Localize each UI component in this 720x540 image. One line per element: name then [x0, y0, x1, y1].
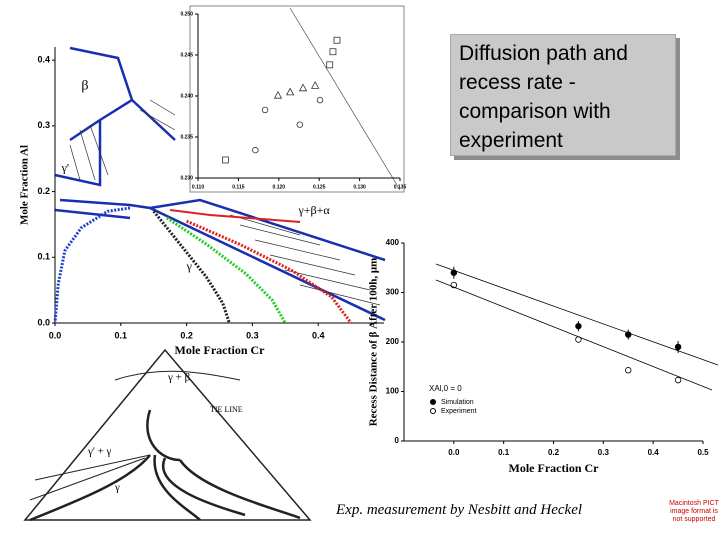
x-tick-label: 0.1 — [115, 330, 128, 340]
y-tick-label: 0.235 — [180, 134, 193, 140]
x-tick-label: 0.4 — [312, 330, 325, 340]
y-tick-label: 0.3 — [37, 120, 50, 130]
ternary-label: γ' + γ — [87, 446, 112, 458]
annotation: γ — [186, 259, 193, 273]
point — [310, 80, 320, 89]
point — [273, 90, 283, 99]
point — [674, 376, 682, 384]
trend-line — [435, 263, 719, 366]
annotation: γ+β+α — [297, 203, 330, 217]
ternary-label: γ + β — [167, 372, 191, 384]
point — [261, 106, 269, 114]
x-tick-label: 0.5 — [697, 448, 709, 457]
y-tick-label: 200 — [386, 337, 400, 346]
y-tick-label: 0.0 — [37, 317, 50, 327]
hatching — [69, 99, 381, 306]
annotation: β — [81, 79, 88, 94]
legend-label: Experiment — [441, 408, 476, 415]
y-tick-label: 0.4 — [37, 55, 50, 65]
diffusion-path — [152, 210, 231, 324]
x-axis-label: Mole Fraction Cr — [509, 461, 600, 475]
x-tick-label: 0.2 — [548, 448, 560, 457]
point — [333, 36, 341, 44]
y-tick-label: 0.2 — [37, 186, 50, 196]
y-tick-label: 100 — [386, 387, 400, 396]
y-tick-label: 0.240 — [180, 93, 193, 99]
caption: Exp. measurement by Nesbitt and Heckel — [336, 502, 583, 518]
x-tick-label: 0.115 — [232, 184, 244, 190]
x-tick-label: 0.125 — [313, 184, 326, 190]
point — [296, 121, 304, 128]
x-tick-label: 0.2 — [180, 330, 193, 340]
image-note: Macintosh PICT image format is not suppo… — [669, 500, 719, 523]
tie-line-red — [169, 209, 301, 223]
annotation: γ' — [61, 160, 69, 174]
trend-line — [435, 279, 713, 391]
legend-marker — [430, 408, 436, 414]
point — [316, 96, 324, 104]
point — [298, 83, 308, 92]
point — [450, 281, 458, 289]
point — [329, 48, 337, 56]
legend-marker — [430, 399, 436, 405]
inset-diagonal — [289, 7, 401, 191]
x-tick-label: 0.135 — [394, 184, 407, 190]
x-tick-label: 0.130 — [353, 184, 366, 190]
point — [252, 146, 259, 154]
inset-frame — [189, 5, 405, 193]
ternary-label: γ — [114, 482, 120, 494]
phase-boundaries — [54, 46, 386, 322]
ternary — [23, 348, 312, 522]
legend-title: XAl,0 = 0 — [429, 384, 462, 393]
y-tick-label: 0.250 — [180, 11, 193, 17]
legend-label: Simulation — [441, 399, 474, 406]
x-tick-label: 0.120 — [273, 184, 286, 190]
x-tick-label: 0.0 — [448, 448, 460, 457]
diffusion-path — [53, 206, 131, 324]
point — [326, 61, 334, 69]
x-tick-label: 0.3 — [598, 448, 610, 457]
y-tick-label: 400 — [386, 238, 400, 247]
point — [285, 87, 295, 96]
y-tick-label: 0.245 — [180, 52, 193, 58]
y-tick-label: 0.1 — [37, 252, 50, 262]
x-tick-label: 0.1 — [498, 448, 510, 457]
y-tick-label: 0 — [395, 436, 400, 445]
point — [575, 322, 582, 330]
ternary-label: TIE LINE — [210, 405, 243, 414]
diffusion-path — [185, 219, 353, 324]
point — [222, 156, 229, 164]
diffusion-path — [166, 216, 287, 324]
y-axis-label: Recess Distance of β After 100h, μm — [368, 258, 380, 427]
x-tick-label: 0.3 — [246, 330, 259, 340]
x-tick-label: 0.0 — [49, 330, 62, 340]
y-tick-label: 0.230 — [180, 175, 193, 181]
title-box: Diffusion path and recess rate - compari… — [450, 34, 676, 156]
y-axis-label: Mole Fraction Al — [19, 145, 31, 225]
x-tick-label: 0.4 — [648, 448, 660, 457]
x-axis-label: Mole Fraction Cr — [175, 343, 266, 357]
point — [674, 343, 682, 351]
y-tick-label: 300 — [386, 288, 400, 297]
point — [625, 367, 632, 374]
x-tick-label: 0.110 — [192, 184, 204, 190]
